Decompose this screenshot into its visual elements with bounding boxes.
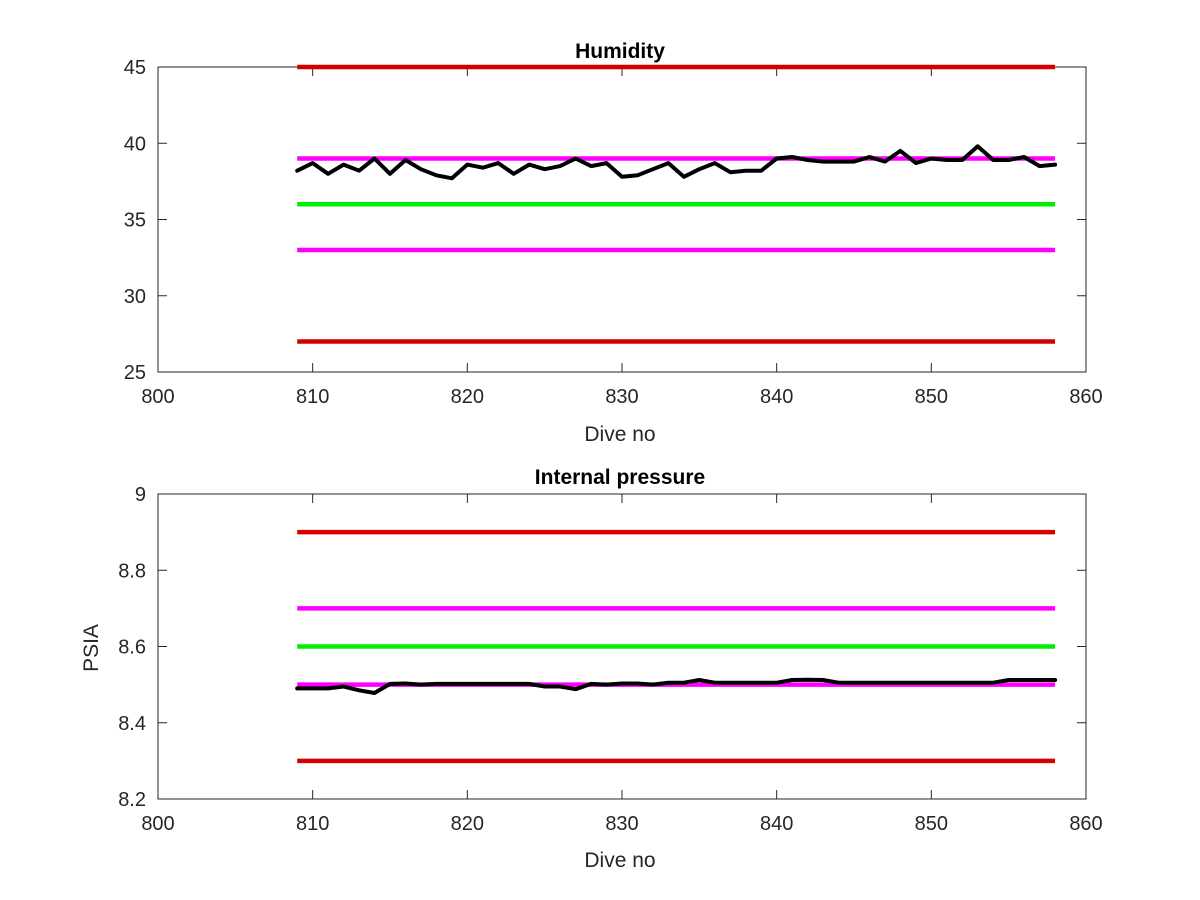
internal-pressure-ylabel: PSIA xyxy=(80,624,103,672)
humidity-xtick-label: 840 xyxy=(760,386,793,408)
humidity-xlabel: Dive no xyxy=(584,423,655,446)
internal-pressure-xlabel: Dive no xyxy=(584,849,655,872)
pressure-ytick-label: 8.6 xyxy=(118,637,146,659)
pressure-xtick-label: 810 xyxy=(296,813,329,835)
pressure-ytick-label: 8.2 xyxy=(118,789,146,811)
humidity-xtick-label: 800 xyxy=(141,386,174,408)
pressure-xtick-label: 840 xyxy=(760,813,793,835)
pressure-ytick-label: 8.4 xyxy=(118,713,146,735)
humidity-series-line xyxy=(295,144,1058,181)
humidity-ytick-label: 25 xyxy=(124,362,146,384)
internal-pressure-title: Internal pressure xyxy=(535,466,705,489)
humidity-xtick-label: 830 xyxy=(605,386,638,408)
pressure-xtick-label: 830 xyxy=(605,813,638,835)
pressure-series-line xyxy=(295,677,1058,695)
humidity-ytick-label: 30 xyxy=(124,286,146,308)
humidity-xtick-label: 820 xyxy=(451,386,484,408)
humidity-title: Humidity xyxy=(575,40,665,63)
humidity-ytick-label: 45 xyxy=(124,57,146,79)
pressure-xtick-label: 800 xyxy=(141,813,174,835)
humidity-axes-frame xyxy=(157,66,1087,373)
pressure-ytick-label: 9 xyxy=(135,484,146,506)
internal-pressure-panel: 800 810 820 830 840 850 860 8.2 8.4 8.6 8.8 9 Intern… xyxy=(80,466,1103,872)
pressure-xtick-label: 860 xyxy=(1069,813,1102,835)
humidity-panel: 800 810 820 830 840 850 860 25 30 35 40 45 Humidity D… xyxy=(124,40,1103,446)
humidity-xtick-label: 860 xyxy=(1069,386,1102,408)
humidity-xtick-label: 810 xyxy=(296,386,329,408)
humidity-xtick-label: 850 xyxy=(915,386,948,408)
pressure-ytick-label: 8.8 xyxy=(118,560,146,582)
pressure-xtick-label: 850 xyxy=(915,813,948,835)
humidity-ytick-label: 35 xyxy=(124,210,146,232)
humidity-ytick-label: 40 xyxy=(124,133,146,155)
pressure-xtick-label: 820 xyxy=(451,813,484,835)
